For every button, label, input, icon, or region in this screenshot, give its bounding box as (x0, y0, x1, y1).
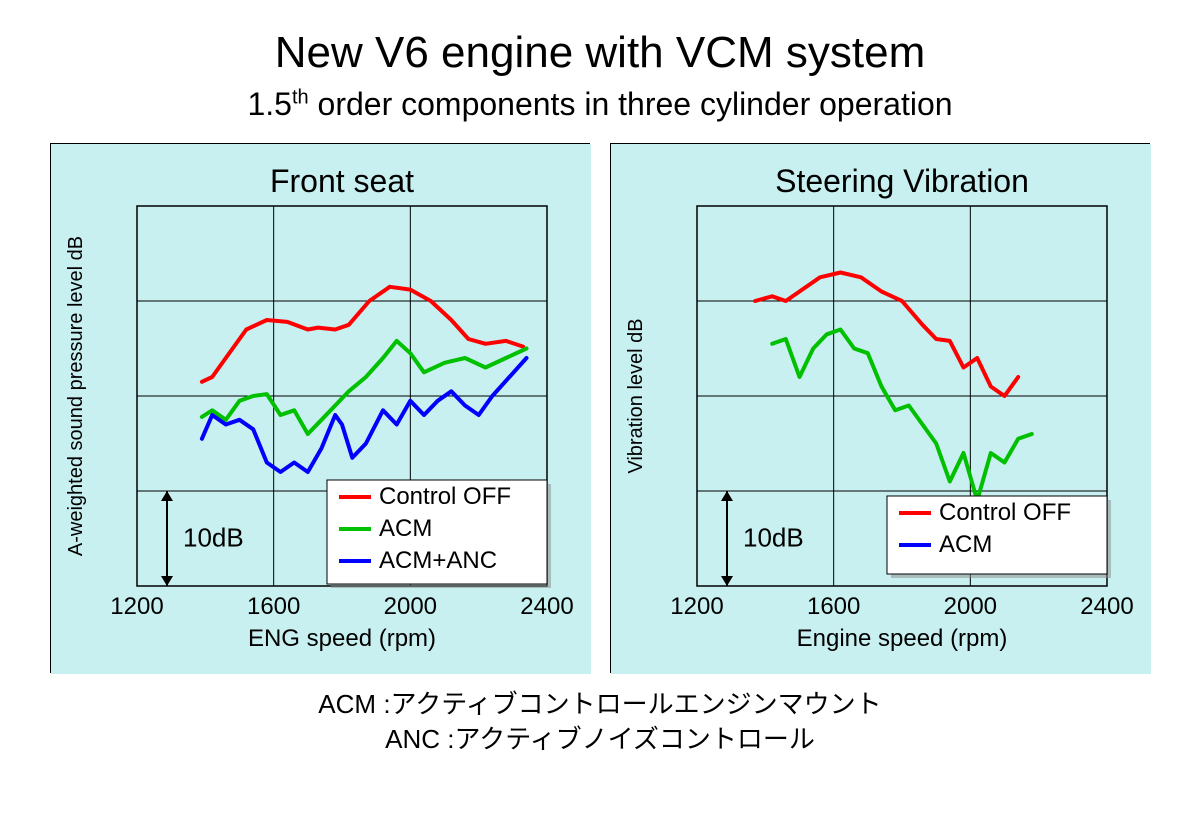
x-tick-label: 1200 (110, 593, 163, 620)
main-title: New V6 engine with VCM system (0, 0, 1200, 78)
x-tick-label: 1600 (247, 593, 300, 620)
steering-vibration-chart: Steering Vibration 1200 1600 2000 2400 Engine… (610, 143, 1150, 673)
legend-label: ACM+ANC (379, 547, 497, 574)
x-tick-label: 2400 (1080, 593, 1133, 620)
y-axis-label: A-weighted sound pressure level dB (65, 236, 87, 556)
x-axis-label: ENG speed (rpm) (248, 625, 436, 652)
x-tick-label: 1600 (807, 593, 860, 620)
chart-title: Steering Vibration (775, 163, 1029, 199)
glossary: ACM :アクティブコントロールエンジンマウント ANC :アクティブノイズコン… (0, 673, 1200, 757)
legend-label: ACM (939, 531, 992, 558)
glossary-acm-val: :アクティブコントロールエンジンマウント (383, 689, 881, 719)
legend-label: Control OFF (379, 483, 511, 510)
sub-title: 1.5th order components in three cylinder… (0, 78, 1200, 123)
legend-label: Control OFF (939, 499, 1071, 526)
x-axis-label: Engine speed (rpm) (797, 625, 1008, 652)
y-axis-label: Vibration level dB (625, 318, 647, 473)
chart-title: Front seat (270, 163, 414, 199)
scale-label: 10dB (183, 523, 244, 553)
front-seat-chart: Front seat 1200 1600 2000 2400 ENG speed (rpm… (50, 143, 590, 673)
x-tick-label: 2000 (384, 593, 437, 620)
x-tick-label: 1200 (670, 593, 723, 620)
glossary-anc-val: :アクティブノイズコントロール (447, 724, 815, 754)
glossary-anc-key: ANC (385, 724, 440, 754)
x-tick-label: 2000 (944, 593, 997, 620)
legend-label: ACM (379, 515, 432, 542)
x-tick-label: 2400 (520, 593, 573, 620)
scale-label: 10dB (743, 523, 804, 553)
glossary-acm-key: ACM (318, 689, 376, 719)
charts-row: Front seat 1200 1600 2000 2400 ENG speed (rpm… (0, 143, 1200, 673)
